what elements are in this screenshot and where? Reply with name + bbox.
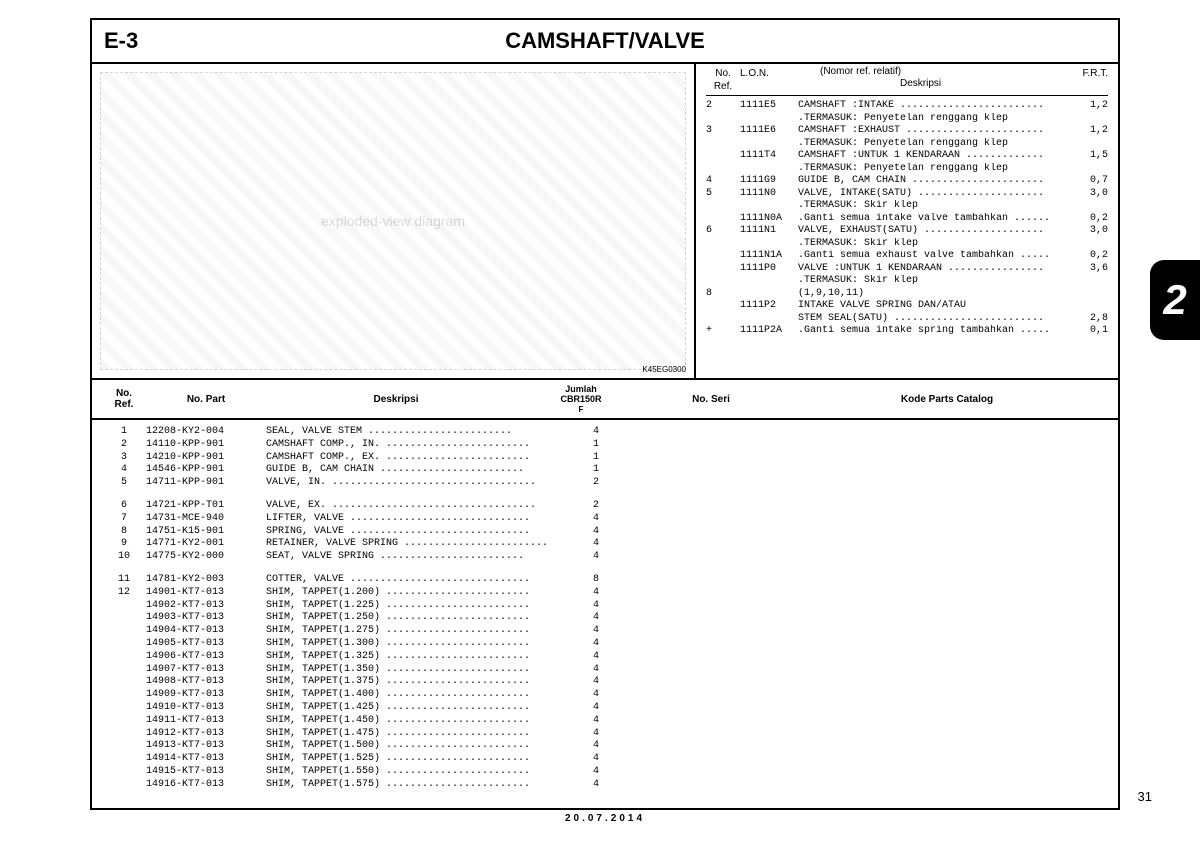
- parts-row: 14912-KT7-013SHIM, TAPPET(1.475) .......…: [102, 728, 1108, 741]
- parts-row: 14906-KT7-013SHIM, TAPPET(1.325) .......…: [102, 651, 1108, 664]
- lon-row: 1111P2INTAKE VALVE SPRING DAN/ATAU: [706, 300, 1108, 313]
- parts-row: 14913-KT7-013SHIM, TAPPET(1.500) .......…: [102, 740, 1108, 753]
- lon-table: No.Ref. L.O.N. (Nomor ref. relatif) Desk…: [696, 64, 1118, 378]
- parts-row: 14916-KT7-013SHIM, TAPPET(1.575) .......…: [102, 779, 1108, 792]
- parts-head-ref: No.Ref.: [102, 388, 146, 410]
- lon-row: 1111N0A.Ganti semua intake valve tambahk…: [706, 213, 1108, 226]
- lon-row: .TERMASUK: Skir klep: [706, 238, 1108, 251]
- lon-row: 1111T4CAMSHAFT :UNTUK 1 KENDARAAN ......…: [706, 150, 1108, 163]
- page-number: 31: [1138, 789, 1152, 804]
- parts-head-part: No. Part: [146, 394, 266, 405]
- upper-panel: exploded-view diagram K45EG0300 No.Ref. …: [92, 64, 1118, 380]
- lon-row: .TERMASUK: Skir klep: [706, 200, 1108, 213]
- diagram-placeholder: exploded-view diagram: [100, 72, 686, 370]
- parts-row: 14911-KT7-013SHIM, TAPPET(1.450) .......…: [102, 715, 1108, 728]
- parts-row: 1214901-KT7-013SHIM, TAPPET(1.200) .....…: [102, 587, 1108, 600]
- parts-row: 14910-KT7-013SHIM, TAPPET(1.425) .......…: [102, 702, 1108, 715]
- lon-row: 1111P0VALVE :UNTUK 1 KENDARAAN .........…: [706, 263, 1108, 276]
- parts-row: 814751-K15-901SPRING, VALVE ............…: [102, 526, 1108, 539]
- parts-row: 14909-KT7-013SHIM, TAPPET(1.400) .......…: [102, 689, 1108, 702]
- row-spacer: [102, 490, 1108, 500]
- parts-row: 14907-KT7-013SHIM, TAPPET(1.350) .......…: [102, 664, 1108, 677]
- parts-row: 14905-KT7-013SHIM, TAPPET(1.300) .......…: [102, 638, 1108, 651]
- parts-row: 1014775-KY2-000SEAT, VALVE SPRING ......…: [102, 551, 1108, 564]
- parts-row: 14914-KT7-013SHIM, TAPPET(1.525) .......…: [102, 753, 1108, 766]
- lon-head-lon: L.O.N.: [740, 68, 790, 93]
- lon-head-ref: No.Ref.: [706, 68, 740, 93]
- parts-head-seri: No. Seri: [636, 394, 786, 405]
- parts-row: 14904-KT7-013SHIM, TAPPET(1.275) .......…: [102, 625, 1108, 638]
- row-spacer: [102, 564, 1108, 574]
- lon-row: +1111P2A.Ganti semua intake spring tamba…: [706, 325, 1108, 338]
- lon-row: 51111N0VALVE, INTAKE(SATU) .............…: [706, 188, 1108, 201]
- page-frame: E-3 CAMSHAFT/VALVE exploded-view diagram…: [90, 18, 1120, 810]
- parts-row: 514711-KPP-901VALVE, IN. ...............…: [102, 477, 1108, 490]
- parts-row: 112208-KY2-004SEAL, VALVE STEM .........…: [102, 426, 1108, 439]
- parts-row: 714731-MCE-940LIFTER, VALVE ............…: [102, 513, 1108, 526]
- lon-row: 61111N1VALVE, EXHAUST(SATU) ............…: [706, 225, 1108, 238]
- parts-row: 14902-KT7-013SHIM, TAPPET(1.225) .......…: [102, 600, 1108, 613]
- diagram-code: K45EG0300: [642, 365, 686, 374]
- lon-header-row: No.Ref. L.O.N. (Nomor ref. relatif) Desk…: [706, 68, 1108, 96]
- lon-row: .TERMASUK: Skir klep: [706, 275, 1108, 288]
- parts-row: 14908-KT7-013SHIM, TAPPET(1.375) .......…: [102, 676, 1108, 689]
- exploded-diagram: exploded-view diagram K45EG0300: [92, 64, 696, 378]
- parts-head-kode: Kode Parts Catalog: [786, 394, 1108, 405]
- lon-row: 31111E6CAMSHAFT :EXHAUST ...............…: [706, 125, 1108, 138]
- lon-row: .TERMASUK: Penyetelan renggang klep: [706, 138, 1108, 151]
- parts-row: 914771-KY2-001RETAINER, VALVE SPRING ...…: [102, 538, 1108, 551]
- parts-row: 214110-KPP-901CAMSHAFT COMP., IN. ......…: [102, 439, 1108, 452]
- lon-row: 1111N1A.Ganti semua exhaust valve tambah…: [706, 250, 1108, 263]
- parts-row: 614721-KPP-T01VALVE, EX. ...............…: [102, 500, 1108, 513]
- parts-head-qty: Jumlah CBR150R F: [526, 384, 636, 414]
- parts-row: 414546-KPP-901GUIDE B, CAM CHAIN .......…: [102, 464, 1108, 477]
- lon-row: 8(1,9,10,11): [706, 288, 1108, 301]
- section-title: CAMSHAFT/VALVE: [104, 28, 1106, 54]
- lon-row: .TERMASUK: Penyetelan renggang klep: [706, 113, 1108, 126]
- chapter-tab: 2: [1150, 260, 1200, 340]
- parts-head-desc: Deskripsi: [266, 394, 526, 405]
- lon-head-desc: (Nomor ref. relatif) Deskripsi: [790, 68, 1068, 93]
- parts-header-row: No.Ref. No. Part Deskripsi Jumlah CBR150…: [92, 380, 1118, 420]
- lon-row: .TERMASUK: Penyetelan renggang klep: [706, 163, 1108, 176]
- lon-head-frt: F.R.T.: [1068, 68, 1108, 93]
- lon-row: 41111G9GUIDE B, CAM CHAIN ..............…: [706, 175, 1108, 188]
- parts-row: 14903-KT7-013SHIM, TAPPET(1.250) .......…: [102, 612, 1108, 625]
- parts-row: 14915-KT7-013SHIM, TAPPET(1.550) .......…: [102, 766, 1108, 779]
- footer-date: 20.07.2014: [92, 813, 1118, 824]
- parts-row: 1114781-KY2-003COTTER, VALVE ...........…: [102, 574, 1108, 587]
- title-bar: E-3 CAMSHAFT/VALVE: [92, 20, 1118, 64]
- lon-row: 21111E5CAMSHAFT :INTAKE ................…: [706, 100, 1108, 113]
- lon-row: STEM SEAL(SATU) ........................…: [706, 313, 1108, 326]
- parts-row: 314210-KPP-901CAMSHAFT COMP., EX. ......…: [102, 452, 1108, 465]
- lon-body: 21111E5CAMSHAFT :INTAKE ................…: [706, 100, 1108, 338]
- parts-body: 112208-KY2-004SEAL, VALVE STEM .........…: [92, 420, 1118, 798]
